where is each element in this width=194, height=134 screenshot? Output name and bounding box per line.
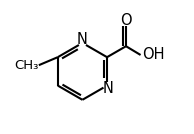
Text: N: N [76, 32, 87, 47]
Text: OH: OH [142, 47, 165, 62]
Text: N: N [102, 81, 113, 96]
Text: O: O [120, 13, 132, 28]
Text: CH₃: CH₃ [15, 59, 39, 72]
